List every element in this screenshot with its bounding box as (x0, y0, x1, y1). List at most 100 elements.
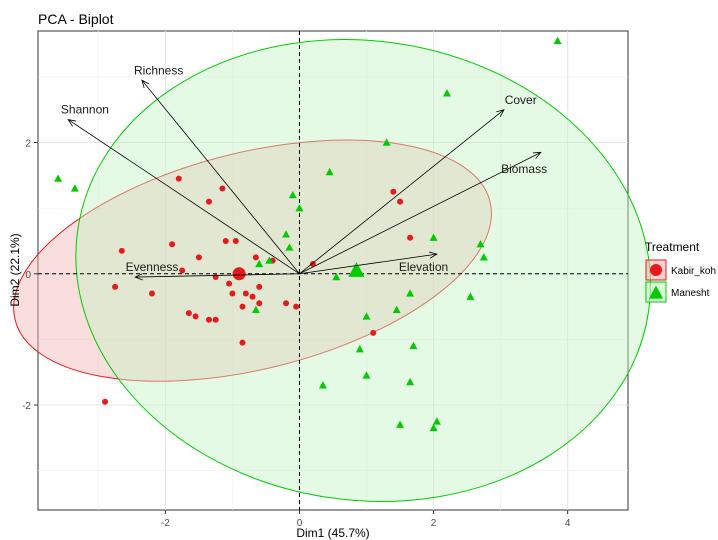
point-manesht (325, 167, 334, 176)
point-kabir_koh (226, 280, 233, 287)
vector-elevation (299, 253, 437, 275)
point-manesht (409, 341, 418, 350)
point-kabir_koh (242, 290, 249, 297)
point-kabir_koh (256, 300, 263, 307)
vector-biomass (299, 152, 542, 275)
point-manesht (429, 423, 438, 432)
point-manesht (382, 138, 391, 146)
point-manesht (476, 240, 485, 248)
point-kabir_koh (175, 175, 182, 182)
point-kabir_koh (407, 234, 414, 241)
vector-label-richness: Richness (134, 63, 183, 77)
vector-label-cover: Cover (505, 93, 537, 107)
vector-arrowhead (134, 273, 143, 281)
legend-marker (650, 264, 662, 276)
vector-arrowhead (429, 251, 438, 259)
point-manesht (432, 417, 441, 425)
point-kabir_koh (148, 290, 155, 297)
point-manesht (392, 305, 401, 314)
y-tick-label: -2 (22, 401, 31, 412)
point-kabir_koh (283, 300, 290, 307)
point-kabir_koh (212, 274, 219, 281)
point-kabir_koh (239, 339, 246, 346)
vector-label-biomass: Biomass (501, 162, 547, 176)
point-kabir_koh (102, 398, 109, 405)
point-kabir_koh (192, 313, 199, 320)
vector-label-evenness: Evenness (126, 260, 179, 274)
legend: Treatment Kabir_koh Manesht (645, 240, 716, 303)
point-kabir_koh (195, 254, 202, 261)
point-kabir_koh (249, 293, 256, 300)
point-manesht (362, 371, 371, 379)
point-manesht (70, 184, 79, 192)
point-kabir_koh (118, 247, 125, 254)
vector-label-shannon: Shannon (61, 103, 109, 117)
confidence-ellipses (13, 39, 651, 502)
point-kabir_koh (229, 290, 236, 297)
y-tick-label: 2 (25, 139, 31, 150)
point-kabir_koh (370, 329, 377, 336)
point-manesht (406, 377, 415, 386)
point-kabir_koh (232, 237, 239, 244)
point-manesht (285, 243, 294, 251)
point-manesht (295, 203, 304, 212)
point-manesht (251, 305, 260, 314)
point-manesht (318, 381, 327, 389)
x-tick-label: -2 (161, 518, 170, 529)
legend-marker (648, 285, 664, 299)
point-manesht (553, 36, 562, 44)
point-kabir_koh (222, 237, 229, 244)
point-manesht (255, 259, 264, 268)
point-kabir_koh (309, 260, 316, 267)
point-kabir_koh (185, 310, 192, 317)
vector-arrowhead (67, 119, 77, 127)
data-points (54, 36, 562, 432)
point-kabir_koh (205, 198, 212, 205)
plot-panel (37, 30, 629, 511)
point-manesht (396, 420, 405, 428)
zero-reference-lines (38, 31, 628, 510)
point-kabir_koh (252, 254, 259, 261)
point-manesht (282, 230, 291, 238)
centroid-kabir_koh (232, 267, 246, 281)
y-axis-title: Dim2 (22.1%) (8, 233, 22, 306)
vector-arrowhead (496, 109, 505, 117)
vector-label-elevation: Elevation (399, 260, 448, 274)
x-tick-label: 0 (297, 518, 303, 529)
vector-shannon (67, 119, 300, 275)
vector-richness (141, 79, 300, 275)
legend-label-manesht: Manesht (671, 288, 710, 299)
variable-vectors: Richness Shannon Cover Biomass Elevation Even… (61, 63, 547, 281)
point-manesht (466, 292, 475, 300)
x-axis-title: Dim1 (45.7%) (296, 526, 369, 540)
vector-arrowhead (141, 79, 150, 89)
vector-cover (299, 109, 505, 275)
point-kabir_koh (293, 303, 300, 310)
point-kabir_koh (169, 241, 176, 248)
point-manesht (479, 253, 488, 261)
point-manesht (332, 272, 341, 281)
point-kabir_koh (397, 198, 404, 205)
point-kabir_koh (112, 283, 119, 290)
point-manesht (288, 190, 297, 199)
centroid-manesht (348, 262, 365, 277)
ellipse-kabir_koh (13, 139, 492, 382)
point-kabir_koh (205, 316, 212, 323)
x-tick-label: 4 (565, 518, 571, 529)
point-kabir_koh (179, 267, 186, 274)
legend-label-kabir_koh: Kabir_koh (671, 266, 716, 277)
point-kabir_koh (390, 188, 397, 195)
point-kabir_koh (212, 316, 219, 323)
ellipse-manesht (75, 39, 651, 502)
point-manesht (406, 289, 415, 297)
vector-arrowhead (532, 151, 542, 159)
vector-evenness (135, 273, 300, 278)
point-kabir_koh (219, 185, 226, 192)
point-manesht (355, 345, 364, 353)
x-tick-label: 2 (431, 518, 437, 529)
point-manesht (54, 174, 63, 182)
y-tick-label: 0 (25, 270, 31, 281)
point-manesht (442, 89, 451, 97)
point-manesht (429, 233, 438, 241)
